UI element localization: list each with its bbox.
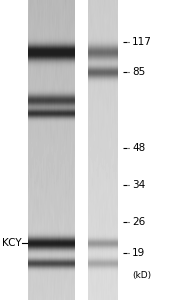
Text: KCY: KCY	[2, 238, 22, 248]
Text: 26: 26	[132, 217, 145, 227]
Text: 34: 34	[132, 180, 145, 190]
Text: (kD): (kD)	[132, 271, 151, 280]
Text: 117: 117	[132, 37, 152, 47]
Text: 85: 85	[132, 67, 145, 77]
Text: 19: 19	[132, 248, 145, 258]
Text: 48: 48	[132, 143, 145, 153]
